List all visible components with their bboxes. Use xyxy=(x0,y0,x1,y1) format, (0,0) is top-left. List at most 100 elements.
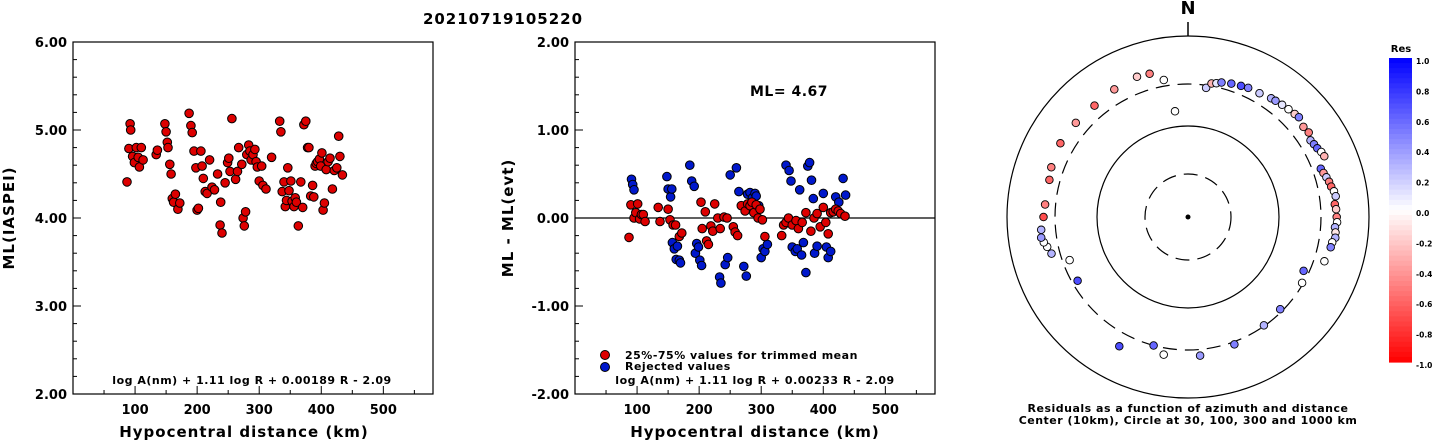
rejected-point xyxy=(685,160,695,170)
station-residual-point xyxy=(1159,75,1169,85)
legend-marker-accepted xyxy=(600,350,610,360)
colorbar-segment xyxy=(1389,225,1412,231)
rejected-point xyxy=(693,242,704,252)
station-point xyxy=(215,197,226,207)
colorbar-segment xyxy=(1389,113,1412,120)
y-tick-label: 1.00 xyxy=(537,124,569,139)
caption-line-1: Residuals as a function of azimuth and d… xyxy=(1028,402,1349,415)
station-point xyxy=(286,176,296,186)
accepted-point xyxy=(806,226,816,236)
station-point xyxy=(261,184,271,194)
station-residual-point xyxy=(1297,278,1307,288)
ring-1000km xyxy=(1006,35,1370,399)
rejected-point xyxy=(731,163,742,173)
station-point xyxy=(250,144,260,155)
accepted-point xyxy=(715,223,726,234)
colorbar-segment xyxy=(1389,240,1412,247)
station-residual-point xyxy=(1299,122,1308,132)
y-axis-label-2: ML - ML(evt) xyxy=(499,159,517,277)
rejected-point xyxy=(725,170,736,180)
colorbar-segment xyxy=(1389,301,1412,307)
station-point xyxy=(239,221,250,231)
rejected-point xyxy=(667,184,677,194)
rejected-point xyxy=(665,192,676,202)
ring-300km xyxy=(1054,83,1322,351)
rejected-point xyxy=(739,261,749,272)
colorbar-segment xyxy=(1389,103,1412,110)
station-residual-point xyxy=(1071,118,1081,128)
x-axis-label-2: Hypocentral distance (km) xyxy=(630,423,880,441)
rejected-point xyxy=(804,157,815,168)
colorbar-tick-label: -0.2 xyxy=(1416,239,1432,248)
rejected-point xyxy=(806,175,817,185)
rejected-point xyxy=(716,278,726,288)
colorbar-segment xyxy=(1389,280,1412,287)
station-residual-point xyxy=(1145,69,1154,79)
station-residual-point xyxy=(1217,78,1226,87)
colorbar-segment xyxy=(1389,215,1412,221)
rejected-point xyxy=(741,271,752,281)
rejected-point xyxy=(808,193,819,204)
colorbar-segment xyxy=(1389,73,1412,79)
station-residual-point xyxy=(1149,341,1158,350)
colorbar-title: Res xyxy=(1391,44,1411,55)
colorbar-segment xyxy=(1389,169,1412,176)
station-point xyxy=(304,142,314,153)
station-point xyxy=(335,151,345,162)
station-point xyxy=(296,177,306,187)
colorbar-segment xyxy=(1389,58,1412,64)
station-residual-point xyxy=(1039,212,1048,222)
station-point xyxy=(332,163,342,173)
station-residual-point xyxy=(1170,107,1180,116)
colorbar-segment xyxy=(1389,260,1412,267)
station-residual-point xyxy=(1230,340,1239,349)
accepted-point xyxy=(840,211,850,221)
station-point xyxy=(125,125,136,135)
colorbar-segment xyxy=(1389,306,1412,312)
station-residual-point xyxy=(1227,79,1236,88)
colorbar-segment xyxy=(1389,204,1412,211)
ml-iaspei-panel: ML(IASPEI) Hypocentral distance (km) log… xyxy=(0,36,434,441)
ring-30km xyxy=(1144,173,1232,261)
rejected-point xyxy=(689,181,700,192)
colorbar-segment xyxy=(1389,68,1412,74)
station-point xyxy=(256,161,267,171)
colorbar-segment xyxy=(1389,275,1412,282)
accepted-point xyxy=(700,207,711,217)
colorbar-segment xyxy=(1389,164,1412,171)
accepted-point xyxy=(732,230,743,241)
colorbar-segment xyxy=(1389,336,1412,343)
station-point xyxy=(301,116,311,126)
station-point xyxy=(337,170,348,180)
rejected-point xyxy=(840,190,851,200)
accepted-point xyxy=(818,202,829,213)
accepted-point xyxy=(624,232,634,243)
colorbar-tick-label: 0.6 xyxy=(1416,118,1429,127)
station-residual-point xyxy=(1195,351,1205,360)
y-tick-label: -2.00 xyxy=(532,388,569,403)
rejected-point xyxy=(798,237,809,248)
rejected-point xyxy=(794,185,805,195)
station-residual-point xyxy=(1320,152,1329,161)
station-point xyxy=(266,152,277,163)
station-residual-point xyxy=(1255,88,1264,98)
colorbar-segment xyxy=(1389,250,1412,257)
station-point xyxy=(317,148,327,158)
ml-residual-panel: ML - ML(evt) Hypocentral distance (km) M… xyxy=(499,36,936,441)
station-residual-point xyxy=(1036,225,1046,235)
colorbar-segment xyxy=(1389,245,1412,252)
accepted-point xyxy=(722,213,732,223)
station-point xyxy=(240,207,251,217)
station-point xyxy=(232,166,243,177)
x-tick-label: 100 xyxy=(121,403,148,418)
formula-1: log A(nm) + 1.11 log R + 0.00189 R - 2.0… xyxy=(112,374,391,387)
station-residual-point xyxy=(1326,243,1335,252)
accepted-point xyxy=(677,228,687,238)
rejected-point xyxy=(722,252,733,263)
rejected-point xyxy=(825,246,836,257)
accepted-point xyxy=(663,204,673,214)
rejected-point xyxy=(786,176,796,186)
ml-annotation: ML= 4.67 xyxy=(750,84,828,100)
colorbar-segment xyxy=(1389,341,1412,348)
colorbar-segment xyxy=(1389,88,1412,95)
